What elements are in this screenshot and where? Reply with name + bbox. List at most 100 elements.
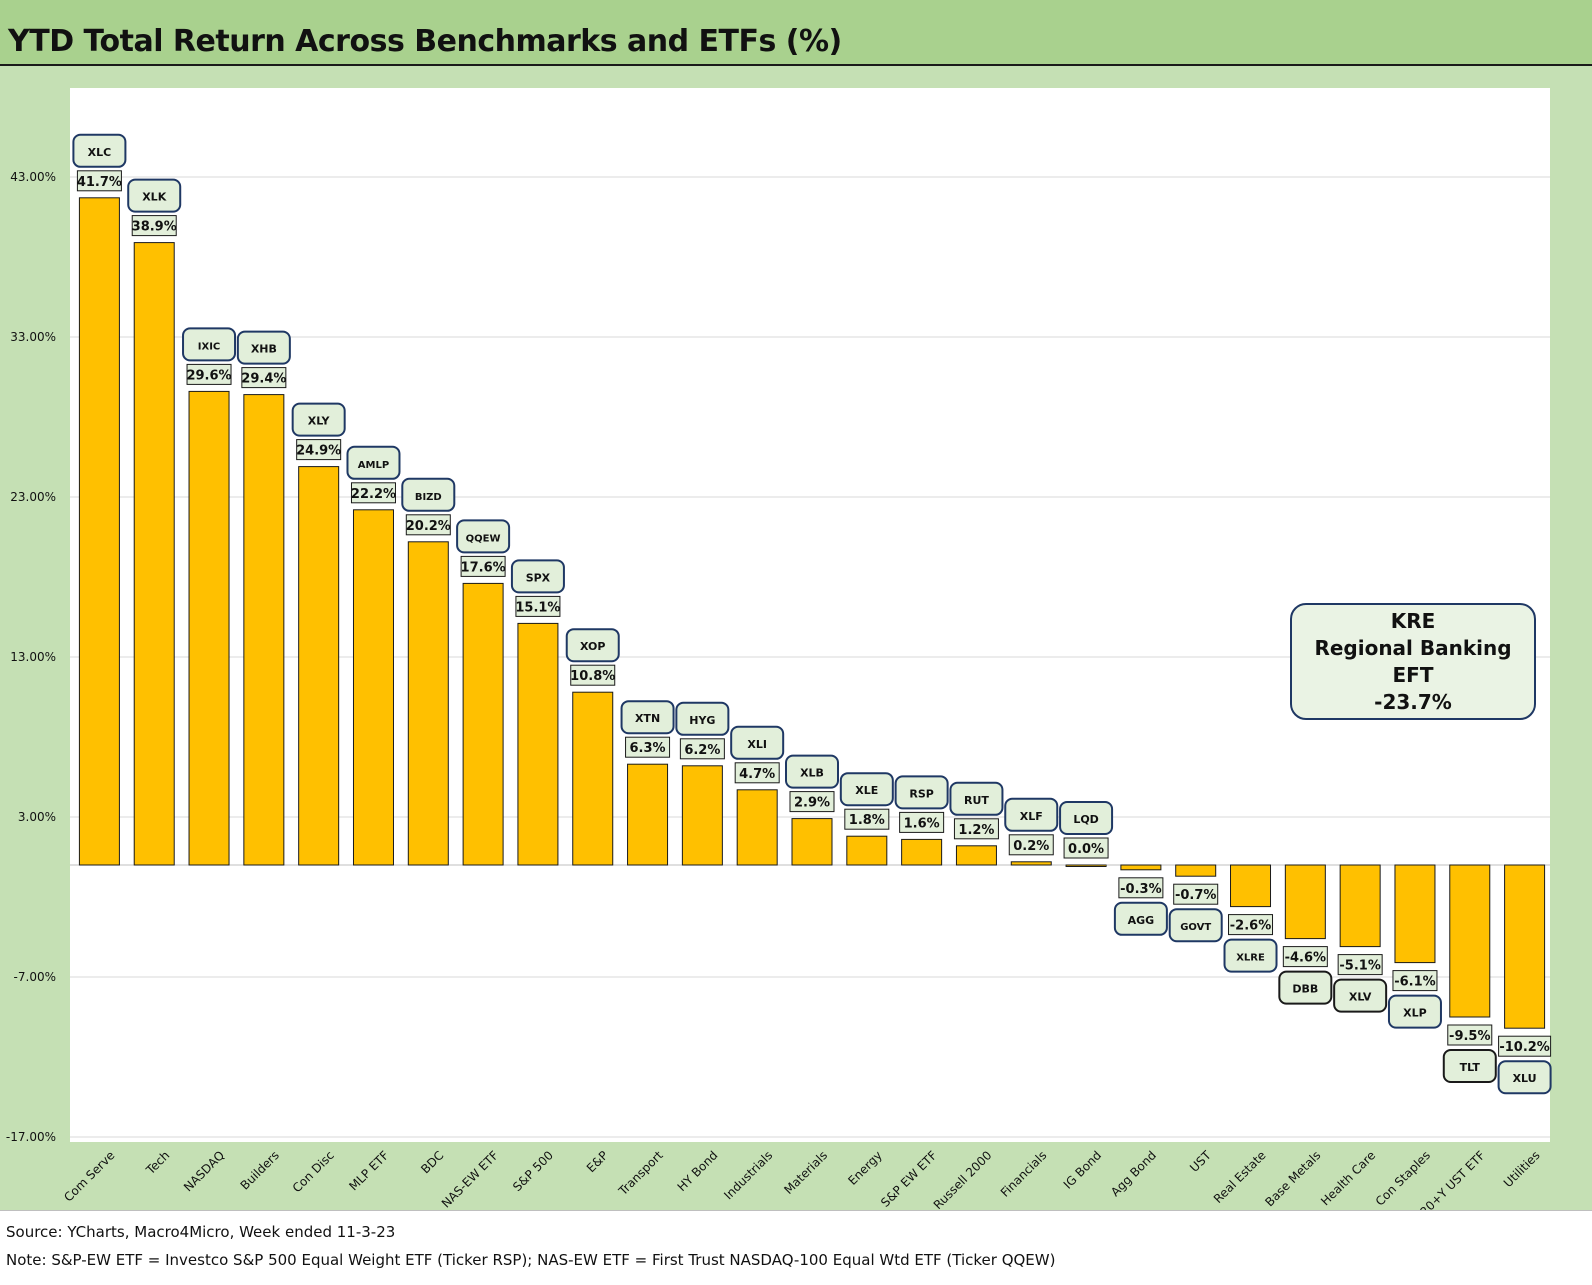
bar — [1284, 864, 1326, 940]
value-label: 4.7% — [739, 767, 775, 782]
x-tick-label: Builders — [238, 1148, 282, 1192]
bar — [572, 691, 614, 866]
value-label: 22.2% — [351, 487, 396, 502]
y-tick-label: 23.00% — [10, 490, 56, 504]
ticker-label: IXIC — [198, 341, 221, 352]
x-tick-label: Con Staples — [1373, 1148, 1433, 1208]
ticker-box — [785, 754, 839, 789]
value-label-box — [1392, 970, 1438, 992]
value-label: -9.5% — [1449, 1029, 1490, 1044]
x-tick-label: Com Serve — [61, 1148, 117, 1204]
ticker-box — [620, 700, 675, 735]
x-tick-label: Utilities — [1501, 1148, 1543, 1190]
bar — [901, 838, 943, 866]
x-tick-label: NASDAQ — [181, 1148, 227, 1194]
kre-callout-value: -23.7% — [1374, 689, 1452, 714]
ticker-box — [1113, 901, 1168, 936]
definitions-note: Note: S&P-EW ETF = Investco S&P 500 Equa… — [6, 1251, 1056, 1269]
x-tick-label: MLP ETF — [346, 1148, 391, 1193]
bar — [1230, 864, 1272, 908]
ticker-box — [1333, 978, 1388, 1013]
x-tick-label: Tech — [143, 1148, 173, 1178]
value-label: -5.1% — [1339, 959, 1380, 974]
value-label-box — [186, 363, 232, 385]
value-label: 24.9% — [296, 444, 341, 459]
y-tick-label: -7.00% — [14, 970, 56, 984]
value-label: 6.3% — [630, 741, 666, 756]
bar — [791, 818, 833, 866]
value-label: 0.0% — [1068, 842, 1104, 857]
bar — [407, 541, 449, 866]
x-tick-label: IG Bond — [1061, 1148, 1104, 1191]
bar — [188, 390, 230, 866]
y-tick-label: -17.00% — [6, 1130, 56, 1144]
ticker-label: XLC — [88, 146, 112, 159]
bar — [1504, 864, 1546, 1029]
bar — [517, 622, 559, 866]
ticker-label: XOP — [580, 640, 606, 653]
x-tick-label: Real Estate — [1211, 1148, 1269, 1206]
y-tick-label: 13.00% — [10, 650, 56, 664]
bar — [681, 765, 723, 866]
value-label-box — [789, 791, 835, 813]
bar — [846, 835, 888, 866]
value-label: -2.6% — [1230, 919, 1271, 934]
ticker-box — [127, 178, 182, 213]
ticker-box — [1168, 908, 1223, 943]
value-label: 10.8% — [570, 669, 615, 684]
ticker-box — [72, 133, 127, 168]
value-label: 1.8% — [849, 813, 885, 828]
value-label-box — [1498, 1035, 1552, 1057]
ticker-label: XLU — [1513, 1072, 1537, 1085]
value-label: -10.2% — [1499, 1040, 1550, 1055]
bar — [133, 242, 175, 866]
bar — [1449, 864, 1491, 1018]
value-label: 0.2% — [1013, 839, 1049, 854]
bar — [1339, 864, 1381, 948]
ticker-box — [401, 477, 456, 512]
bar — [1175, 864, 1217, 877]
x-tick-label: E&P — [584, 1148, 611, 1175]
bar — [243, 394, 285, 866]
ticker-box — [949, 781, 1004, 816]
ticker-box — [675, 701, 730, 736]
x-tick-label: BDC — [418, 1148, 446, 1176]
ticker-label: RUT — [964, 794, 989, 807]
ticker-label: LQD — [1073, 813, 1099, 826]
ticker-box — [236, 330, 291, 365]
x-tick-label: Base Metals — [1262, 1148, 1323, 1209]
value-label: 29.4% — [241, 372, 286, 387]
ticker-box — [182, 327, 237, 362]
value-label: 41.7% — [77, 175, 122, 190]
ticker-box — [1004, 797, 1059, 832]
value-label: -4.6% — [1285, 951, 1326, 966]
value-label-box — [241, 367, 287, 389]
ticker-label: XLF — [1020, 810, 1043, 823]
x-tick-label: HY Bond — [675, 1148, 721, 1194]
x-tick-label: Con Disc — [290, 1148, 337, 1195]
x-tick-label: Russell 2000 — [931, 1148, 995, 1210]
ticker-box — [894, 775, 949, 810]
value-label-box — [350, 482, 396, 504]
ticker-label: XLK — [142, 191, 166, 204]
source-note: Source: YCharts, Macro4Micro, Week ended… — [6, 1223, 396, 1241]
x-tick-label: Agg Bond — [1108, 1148, 1159, 1199]
y-tick-label: 33.00% — [10, 330, 56, 344]
ticker-box — [510, 559, 565, 594]
ticker-label: XLV — [1349, 991, 1372, 1004]
value-label-box — [625, 736, 671, 758]
value-label: -6.1% — [1394, 975, 1435, 990]
value-label: -0.7% — [1175, 888, 1216, 903]
ticker-label: XLY — [308, 415, 331, 428]
kre-callout-ticker: KRE — [1390, 608, 1436, 633]
value-label: 17.6% — [461, 560, 506, 575]
bar — [1010, 861, 1052, 866]
value-label-box — [1008, 834, 1054, 856]
ticker-box — [1059, 801, 1114, 835]
value-label: 29.6% — [186, 368, 231, 383]
ticker-box — [1387, 994, 1442, 1029]
ticker-box — [346, 445, 401, 480]
value-label: 38.9% — [132, 220, 177, 235]
value-label-box — [679, 738, 725, 760]
ticker-label: DBB — [1292, 983, 1318, 996]
